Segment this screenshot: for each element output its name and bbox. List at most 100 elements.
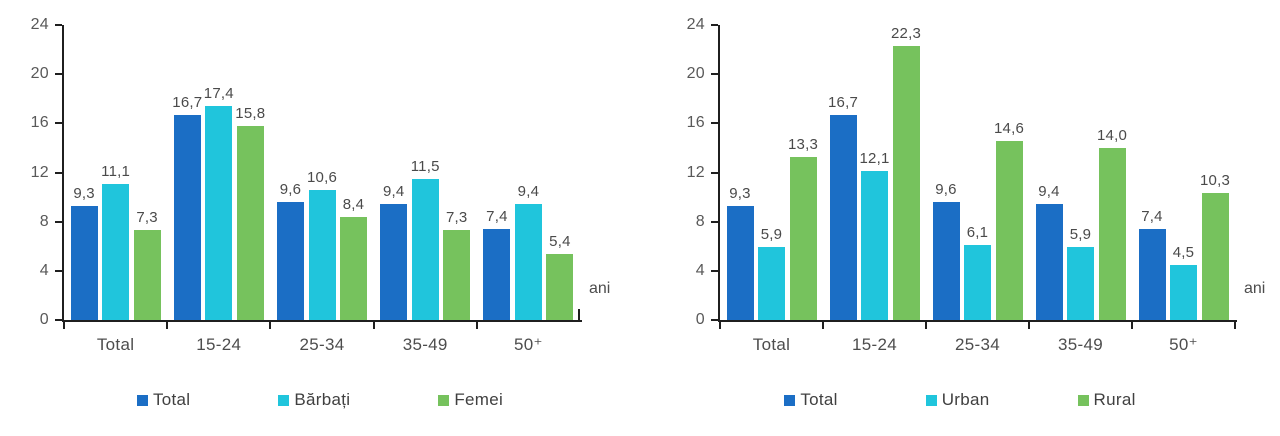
legend-item: Bărbați (278, 390, 350, 410)
chart-by-gender: ani Total Bărbați Femei 0 4 8 12 16 20 24 Total 9,… (30, 16, 611, 410)
y-axis-tick-label: 8 (39, 212, 49, 230)
value-label: 13,3 (788, 135, 818, 153)
bar (173, 114, 201, 320)
category-label: 50⁺ (513, 335, 543, 354)
x-axis-tick (166, 322, 169, 329)
value-label: 9,3 (729, 184, 751, 202)
category-label: 15-24 (852, 335, 897, 354)
bar (829, 114, 857, 320)
y-axis-tick (711, 73, 718, 76)
bar (861, 171, 888, 320)
bar (236, 125, 264, 320)
value-label: 10,6 (307, 168, 337, 186)
x-axis-tick (925, 322, 927, 329)
value-label: 7,4 (486, 208, 508, 226)
y-axis-tick-label: 24 (686, 16, 705, 33)
legend: Total Urban Rural (640, 390, 1280, 410)
value-label: 22,3 (891, 24, 921, 42)
y-axis-line (62, 25, 64, 322)
legend-label: Total (800, 390, 838, 409)
x-axis-line (718, 320, 1237, 322)
category-label: 25-34 (955, 335, 1000, 354)
value-label: 10,3 (1200, 172, 1230, 190)
category-label: 35-49 (402, 335, 448, 354)
y-axis-tick-label: 4 (39, 261, 49, 279)
bar (932, 202, 960, 320)
bar (546, 253, 574, 320)
bar (995, 140, 1023, 320)
legend-marker (438, 394, 450, 406)
x-axis-end-tick (578, 309, 580, 320)
category-label: 25-34 (299, 335, 345, 354)
bar (1201, 193, 1229, 320)
bar (1035, 204, 1063, 320)
value-label: 7,3 (445, 209, 468, 227)
value-label: 16,7 (172, 93, 203, 111)
y-axis-tick (711, 319, 718, 321)
y-axis-tick-label: 24 (30, 16, 49, 33)
x-axis-tick (475, 322, 478, 329)
value-label: 9,4 (1038, 183, 1060, 201)
legend-label: Bărbați (294, 390, 351, 409)
category-label: 50⁺ (1169, 335, 1198, 354)
category-label: 35-49 (1058, 335, 1103, 354)
y-axis-tick-label: 4 (695, 261, 705, 279)
value-label: 11,5 (410, 157, 440, 175)
y-axis-tick-label: 16 (686, 114, 705, 132)
legend-item: Total (136, 390, 191, 410)
bar (380, 204, 408, 320)
x-axis-tick (822, 322, 824, 329)
x-axis-tick (372, 322, 375, 329)
legend-label: Femei (454, 390, 504, 409)
legend-label: Urban (941, 390, 990, 409)
bar (483, 229, 511, 320)
y-axis-tick-label: 8 (695, 212, 705, 230)
y-axis-tick-label: 20 (686, 65, 705, 83)
value-label: 5,9 (760, 226, 783, 244)
value-label: 9,4 (517, 183, 540, 201)
legend-item: Urban (925, 390, 990, 410)
bar (758, 247, 785, 320)
y-axis-tick-label: 20 (30, 65, 49, 83)
legend-item: Rural (1077, 390, 1136, 410)
bar (133, 230, 161, 320)
bar (1067, 247, 1094, 320)
y-axis-tick (55, 24, 62, 26)
x-axis-tick (63, 322, 65, 329)
bar (1170, 264, 1197, 320)
value-label: 4,5 (1172, 243, 1195, 261)
x-axis-tick (269, 322, 272, 329)
legend-marker (784, 394, 796, 406)
y-axis-tick (711, 24, 718, 26)
category-label: Total (752, 335, 791, 354)
y-axis-tick-label: 16 (30, 114, 49, 132)
bar (726, 205, 754, 320)
y-axis-tick-label: 0 (695, 311, 705, 328)
value-label: 9,6 (935, 181, 957, 198)
bar (1138, 229, 1166, 320)
legend-label: Total (152, 390, 191, 409)
bar (340, 216, 367, 320)
y-axis-tick (711, 269, 718, 272)
y-axis-line (718, 25, 720, 322)
value-label: 7,3 (136, 209, 158, 227)
value-label: 16,7 (828, 93, 858, 111)
legend-marker (925, 394, 937, 406)
value-label: 8,4 (342, 195, 365, 213)
y-axis-tick-label: 0 (39, 311, 49, 328)
x-axis-unit-label: ani (1244, 280, 1266, 297)
y-axis-tick (711, 220, 718, 223)
value-label: 9,3 (73, 184, 95, 202)
value-label: 9,6 (279, 181, 302, 198)
y-axis-tick (711, 122, 718, 125)
x-axis-tick (719, 322, 721, 329)
legend-item: Femei (438, 390, 503, 410)
value-label: 17,4 (203, 85, 234, 103)
category-label: 15-24 (196, 335, 242, 354)
chart-by-area: ani Total Urban Rural 0 4 8 12 16 20 24 Total 9,3 5… (640, 0, 1280, 436)
legend-marker (136, 394, 148, 406)
value-label: 7,4 (1141, 208, 1163, 226)
legend-marker (278, 394, 290, 406)
y-axis-tick (55, 171, 62, 174)
